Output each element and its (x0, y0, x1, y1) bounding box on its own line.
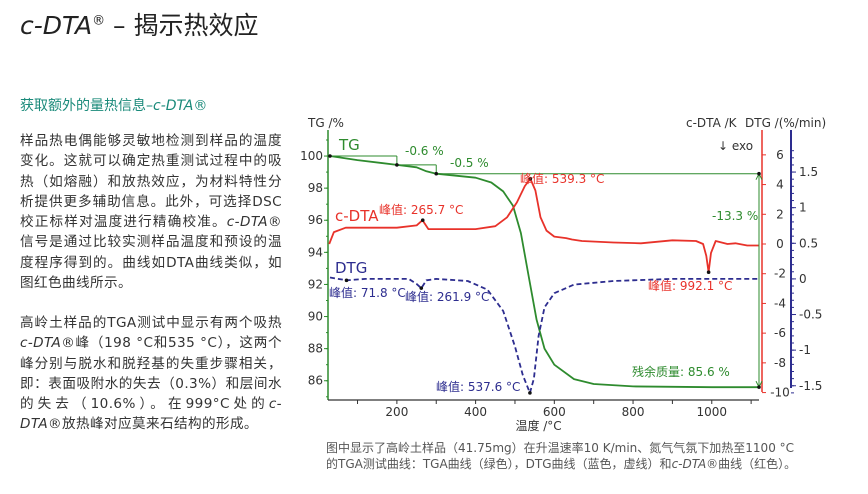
x-tick-label: 600 (543, 405, 566, 419)
tg-tick-label: 100 (300, 149, 323, 163)
product-name: c-DTA® (226, 214, 282, 231)
dtg-peak-label: 峰值: 537.6 °C (436, 379, 520, 394)
cdta-curve (328, 177, 759, 274)
tg-tick-label: 92 (308, 277, 323, 291)
dtg-curve (329, 276, 759, 394)
dtg-tick-label: -1 (799, 343, 811, 357)
dta-peak-label: 峰值: 539.3 °C (520, 171, 604, 186)
product-name: c-DTA® (20, 335, 76, 352)
text: 高岭土样品的TGA测试中显示有两个吸热 (20, 315, 282, 331)
dta-tick-label: 4 (776, 178, 784, 192)
product-name: c-DTA® (20, 396, 282, 433)
product-name: c-DTA® (671, 457, 719, 471)
dta-tick-label: -6 (774, 326, 786, 340)
page-title: c-DTA® – 揭示热效应 (20, 6, 259, 42)
peak-marker (528, 176, 533, 181)
dta-tick-label: -2 (774, 267, 786, 281)
peak-marker (528, 391, 532, 395)
peak-marker (434, 171, 439, 176)
text: 放热峰对应莫来石结构的形成。 (62, 416, 258, 433)
paragraph-kaolin: 高岭土样品的TGA测试中显示有两个吸热 c-DTA®峰（198 °C和535 °C… (20, 313, 282, 435)
x-axis-title: 温度 /°C (515, 418, 561, 433)
dta-tick-label: 0 (776, 237, 784, 251)
peak-marker (706, 270, 711, 275)
exo-direction-label: ↓ exo (718, 139, 753, 153)
tg-tick-label: 98 (308, 181, 323, 195)
title-rest: – 揭示热效应 (105, 11, 259, 40)
section-heading: 获取额外的量热信息–c-DTA® (20, 95, 207, 115)
text: 曲线（红色）。 (718, 457, 797, 471)
dta-peak-label: 峰值: 992.1 °C (648, 278, 732, 293)
peak-marker (395, 163, 399, 167)
tg-tick-label: 86 (308, 374, 323, 388)
text: 峰（198 °C和535 °C），这两个峰分别与脱水和脱羟基的失重步骤相关，即：… (20, 335, 282, 413)
peak-marker (344, 278, 349, 283)
tg-curve (329, 155, 759, 389)
dtg-tick-label: 0.5 (799, 236, 818, 250)
x-tick-label: 800 (622, 405, 645, 419)
dta-axis-title: c-DTA /K (686, 116, 738, 130)
dta-peak-label: 峰值: 265.7 °C (379, 202, 463, 217)
tg-tick-label: 94 (308, 245, 323, 259)
total-loss-label: -13.3 % (712, 209, 758, 223)
dtg-tick-label: -0.5 (799, 308, 822, 322)
peak-marker (757, 171, 761, 176)
dtg-tick-label: 1.5 (799, 165, 818, 179)
tg-tick-label: 96 (308, 213, 323, 227)
dtg-tick-label: -1.5 (799, 379, 822, 393)
title-reg: ® (92, 13, 106, 29)
dtg-series-label: DTG (335, 259, 367, 277)
dtg-peak-label: 峰值: 261.9 °C (405, 289, 489, 304)
x-tick-label: 400 (464, 405, 487, 419)
peak-marker (757, 385, 761, 389)
dta-tick-label: -8 (774, 356, 786, 370)
text: 信号是通过比较实测样品温度和预设的温度程序得到的。曲线如DTA曲线类似，如图红色… (20, 234, 282, 292)
dta-tick-label: -10 (770, 386, 790, 400)
peak-marker (420, 218, 425, 223)
x-tick-label: 1000 (696, 405, 727, 419)
step-loss-label: -0.6 % (405, 144, 444, 158)
text: 样品热电偶能够灵敏地检测到样品的温度变化。这就可以确定热重测试过程中的吸热（如熔… (20, 133, 282, 231)
dta-tick-label: 2 (776, 207, 784, 221)
peak-marker (419, 286, 424, 290)
paragraph-intro: 样品热电偶能够灵敏地检测到样品的温度变化。这就可以确定热重测试过程中的吸热（如熔… (20, 131, 282, 293)
dtg-axis-title: DTG /(%/min) (745, 116, 826, 130)
text: 图中显示了高岭土样品（41.75mg）在升温速率10 K/min、氮气气氛下加热… (326, 441, 795, 471)
x-tick-label: 200 (385, 405, 408, 419)
dta-tick-label: -4 (774, 296, 786, 310)
step-loss-label: -0.5 % (450, 156, 489, 170)
peak-marker (328, 154, 332, 158)
section-heading-product: c-DTA® (153, 98, 208, 114)
dta-tick-label: 6 (776, 148, 784, 162)
dta-series-label: c-DTA (335, 207, 379, 225)
tg-axis-title: TG /% (307, 116, 344, 130)
dtg-peak-label: 峰值: 71.8 °C (329, 285, 406, 300)
tg-tick-label: 88 (308, 342, 323, 356)
dtg-tick-label: 1 (799, 201, 807, 215)
residual-mass-label: 残余质量: 85.6 % (632, 364, 730, 379)
section-heading-text: 获取额外的量热信息– (20, 98, 153, 114)
figure-caption: 图中显示了高岭土样品（41.75mg）在升温速率10 K/min、氮气气氛下加热… (326, 440, 806, 472)
tg-series-label: TG (338, 136, 360, 154)
title-product: c-DTA (20, 11, 93, 40)
dtg-tick-label: 0 (799, 272, 807, 286)
tg-tick-label: 90 (308, 310, 323, 324)
